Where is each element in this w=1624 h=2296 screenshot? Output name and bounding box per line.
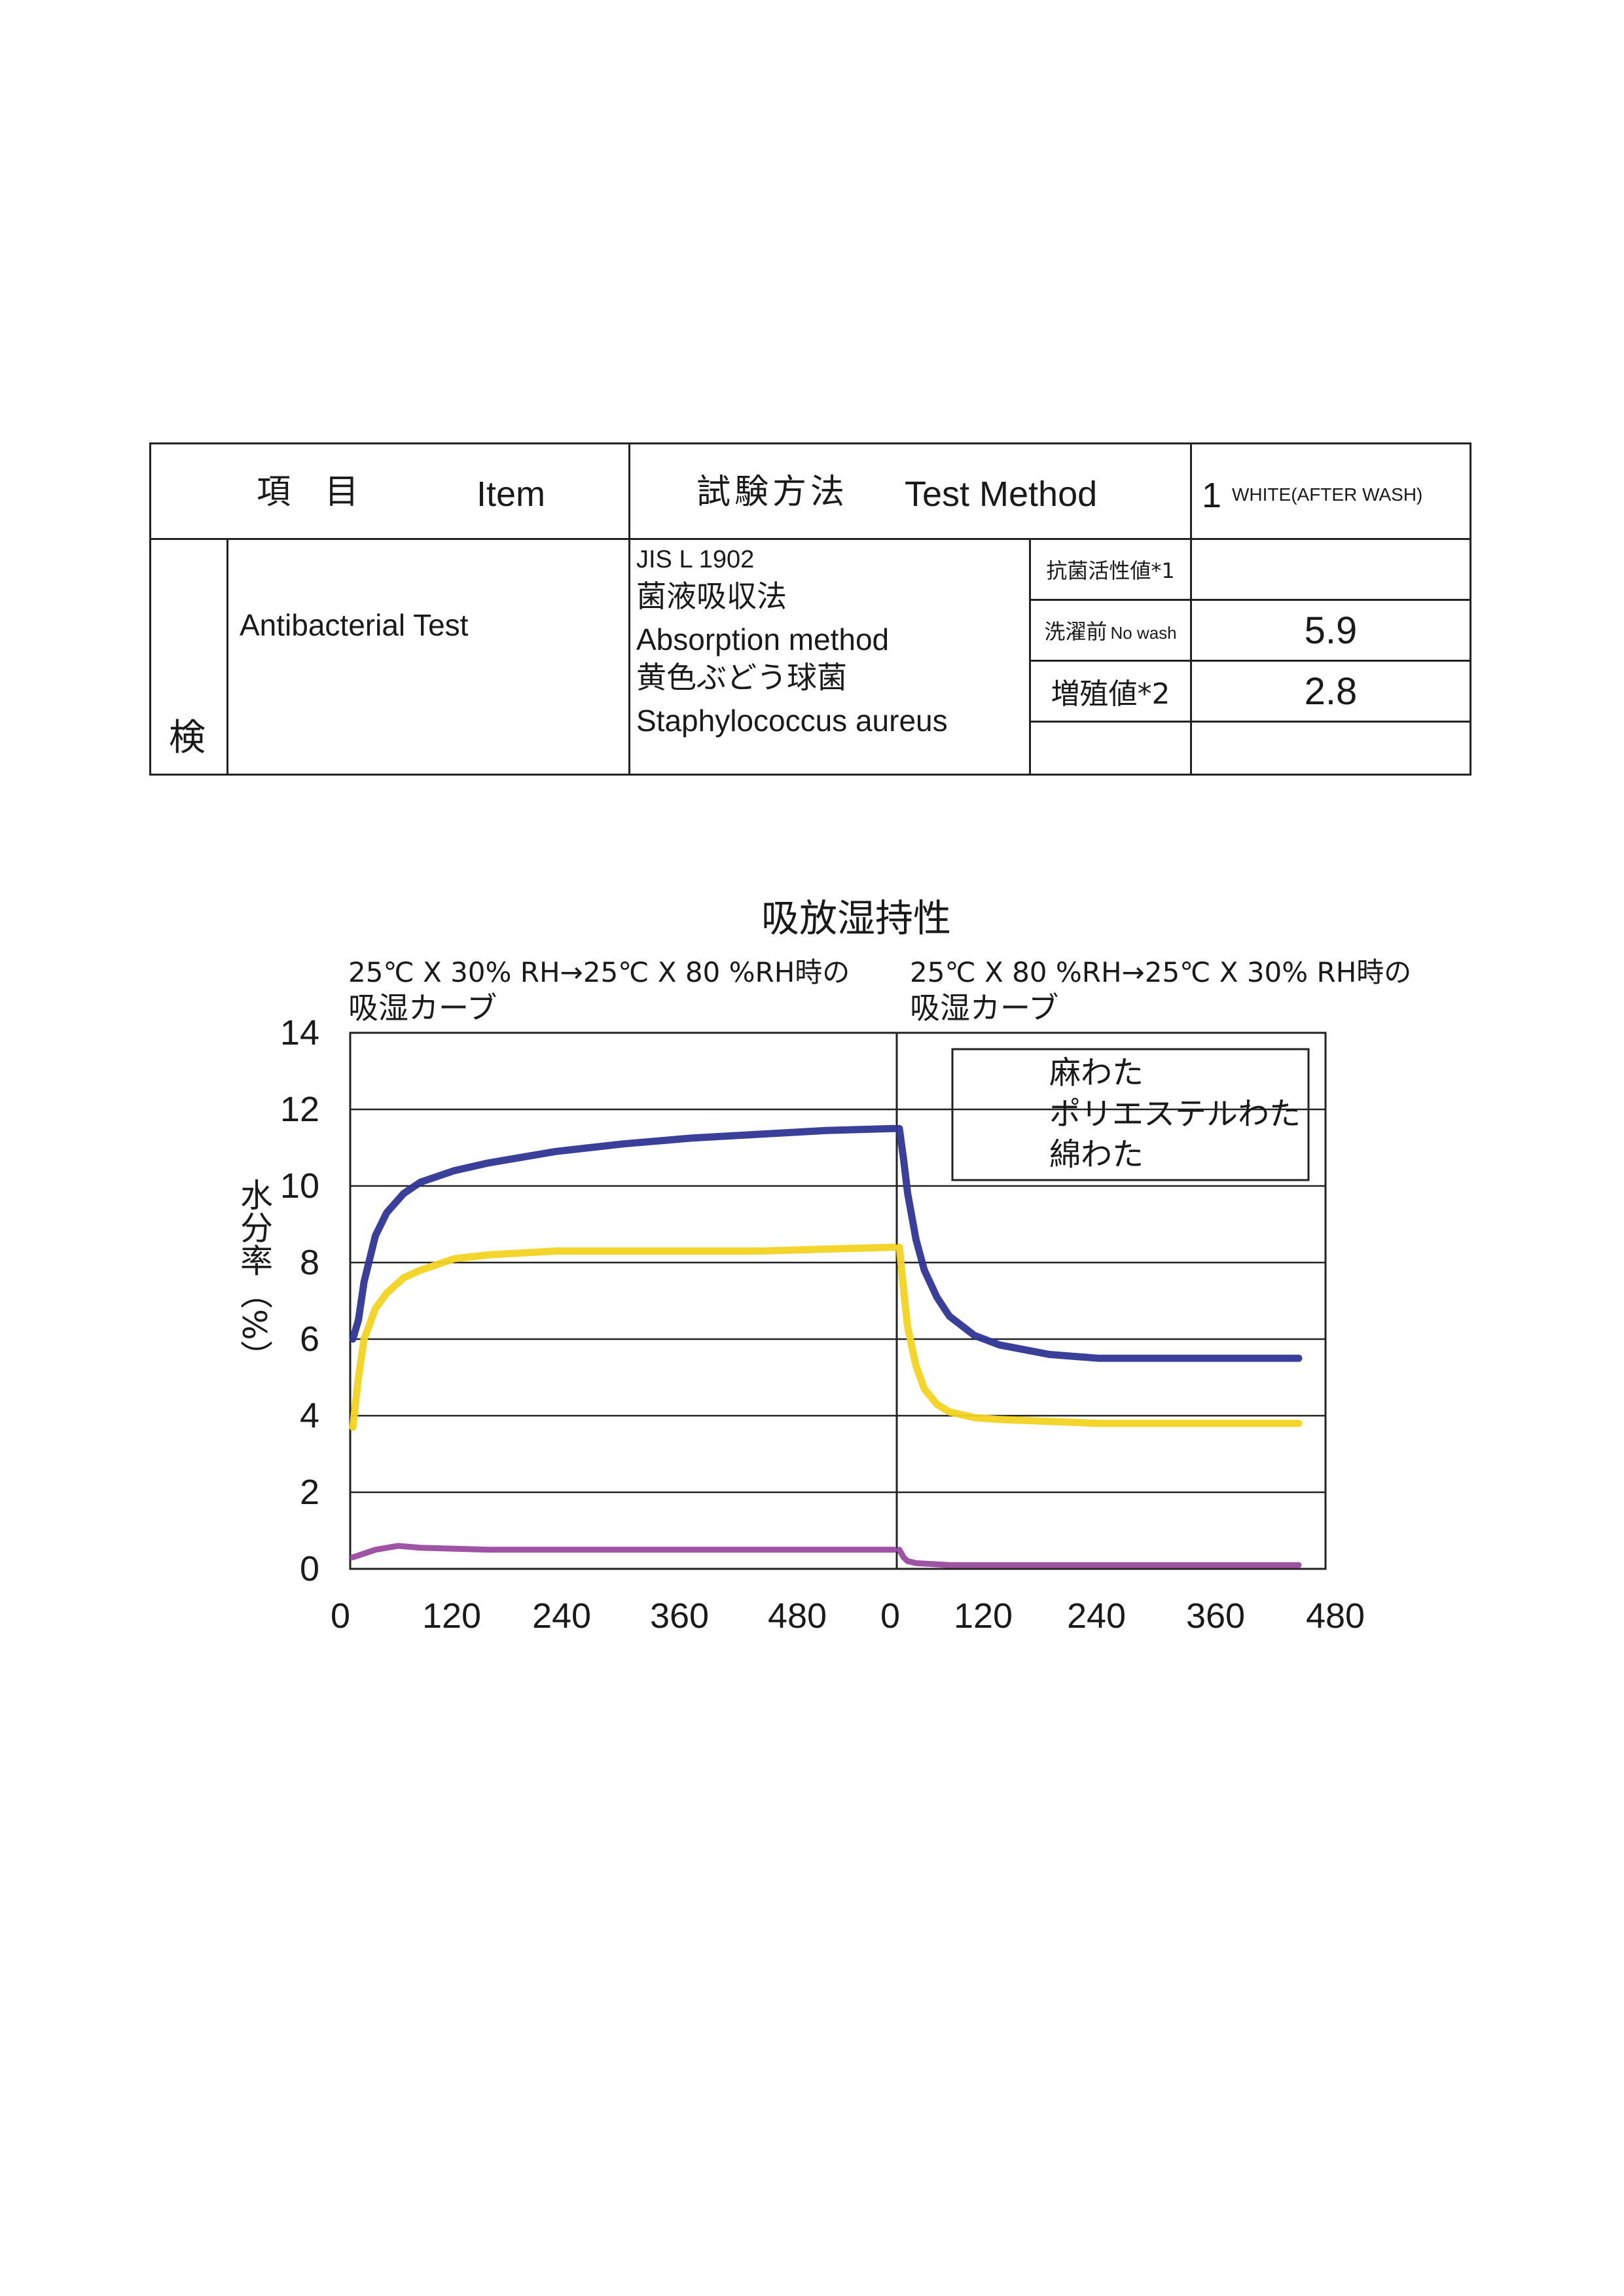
- organism-jp: 黄色ぶどう球菌: [636, 660, 847, 695]
- y-tick-label: 8: [300, 1243, 319, 1282]
- y-tick-label: 6: [300, 1319, 319, 1359]
- y-tick-label: 12: [280, 1090, 319, 1129]
- table-border-top: [149, 442, 1471, 444]
- table-col-divider-2: [628, 442, 630, 776]
- result-value-cell: 5.9: [1192, 601, 1470, 660]
- series-layer: [349, 1124, 1303, 1568]
- series-line-blue-absorption: [349, 1124, 898, 1343]
- subtitle-left-line1: 25℃ X 30% RH→25℃ X 80 %RH時の: [348, 956, 850, 988]
- x-tick-label: 480: [1306, 1596, 1365, 1636]
- x-tick-label: 120: [422, 1596, 481, 1636]
- result-value: 2.8: [1304, 670, 1358, 713]
- table-row-divider-3: [1029, 721, 1471, 723]
- y-tick-labels: 0 2 4 6 8 10 12 14: [280, 1013, 319, 1588]
- header-sample-no: 1: [1202, 476, 1222, 515]
- table-header-divider: [149, 538, 1471, 540]
- result-label-jp: 洗濯前: [1044, 619, 1108, 644]
- legend-entry-2: ポリエステルわた: [1049, 1096, 1301, 1132]
- chart-title: 吸放湿持性: [761, 896, 951, 941]
- header-sample-name: WHITE(AFTER WASH): [1232, 484, 1423, 505]
- header-item-en: Item: [477, 475, 546, 514]
- x-tick-label: 0: [331, 1596, 350, 1636]
- result-label: 抗菌活性値*1: [1046, 558, 1175, 583]
- test-results-table: 項 目 Item 試験方法 Test Method 1 WHITE(AFTER …: [0, 0, 1624, 785]
- result-row: 増殖値*2: [1031, 662, 1190, 721]
- y-tick-label: 14: [280, 1013, 319, 1052]
- category-label: 検: [169, 717, 206, 759]
- y-axis-label: 水分率（%）: [235, 1178, 273, 1373]
- result-value: 5.9: [1304, 609, 1358, 652]
- table-border-right: [1470, 442, 1471, 776]
- organism-en: Staphylococcus aureus: [636, 704, 948, 738]
- table-col-divider-3: [1029, 538, 1031, 776]
- y-tick-label: 10: [280, 1166, 319, 1206]
- legend-entry-3: 綿わた: [1049, 1136, 1144, 1173]
- x-tick-labels: 0 120 240 360 480 0 120 240 360 480: [331, 1596, 1365, 1636]
- series-line-yellow-desorption: [895, 1244, 1303, 1427]
- result-value-cell: 2.8: [1192, 662, 1470, 721]
- x-tick-label: 360: [650, 1596, 709, 1636]
- subtitle-right-line1: 25℃ X 80 %RH→25℃ X 30% RH時の: [910, 956, 1411, 988]
- result-label-en: No wash: [1110, 623, 1177, 643]
- header-item-jp: 項 目: [257, 473, 359, 512]
- method-name-jp: 菌液吸収法: [636, 579, 787, 614]
- header-method-en: Test Method: [905, 475, 1098, 514]
- x-tick-label: 480: [768, 1596, 827, 1636]
- result-label: 洗濯前 No wash: [1044, 615, 1176, 645]
- table-row-divider-2: [1029, 660, 1471, 662]
- legend: 麻わた ポリエステルわた 綿わた: [951, 1048, 1310, 1181]
- legend-entry-1: 麻わた: [1049, 1054, 1144, 1091]
- table-col-divider-1: [226, 538, 228, 776]
- header-method-jp: 試験方法: [696, 473, 849, 512]
- table-row-divider-1: [1029, 599, 1471, 601]
- plot-frame: [349, 1031, 1327, 1570]
- table-border-left: [149, 442, 151, 776]
- y-tick-label: 4: [300, 1396, 319, 1435]
- result-label: 増殖値*2: [1051, 677, 1170, 711]
- series-line-yellow-absorption: [349, 1244, 898, 1431]
- legend-box: [951, 1048, 1310, 1181]
- moisture-chart: 吸放湿持性 25℃ X 30% RH→25℃ X 80 %RH時の 吸湿カーブ …: [235, 896, 1411, 1636]
- method-name-en: Absorption method: [636, 622, 890, 656]
- x-tick-label: 120: [954, 1596, 1013, 1636]
- series-line-blue-desorption: [895, 1124, 1303, 1362]
- series-line-purple-desorption: [896, 1547, 1302, 1568]
- grid-layer: [349, 1031, 1327, 1570]
- subtitle-left-line2: 吸湿カーブ: [348, 990, 497, 1026]
- result-row: 抗菌活性値*1: [1031, 540, 1190, 599]
- method-standard: JIS L 1902: [636, 546, 755, 573]
- series-line-purple-absorption: [350, 1543, 897, 1560]
- subtitle-right-line2: 吸湿カーブ: [910, 990, 1058, 1026]
- x-tick-label: 240: [532, 1596, 591, 1636]
- item-name: Antibacterial Test: [240, 608, 469, 642]
- table-border-bottom: [149, 774, 1471, 776]
- x-tick-label: 240: [1067, 1596, 1126, 1636]
- y-tick-label: 2: [300, 1473, 319, 1512]
- y-tick-label: 0: [300, 1549, 319, 1588]
- x-tick-label: 0: [880, 1596, 900, 1636]
- table-col-divider-4: [1190, 442, 1192, 776]
- x-tick-label: 360: [1186, 1596, 1245, 1636]
- result-row: 洗濯前 No wash: [1031, 601, 1190, 660]
